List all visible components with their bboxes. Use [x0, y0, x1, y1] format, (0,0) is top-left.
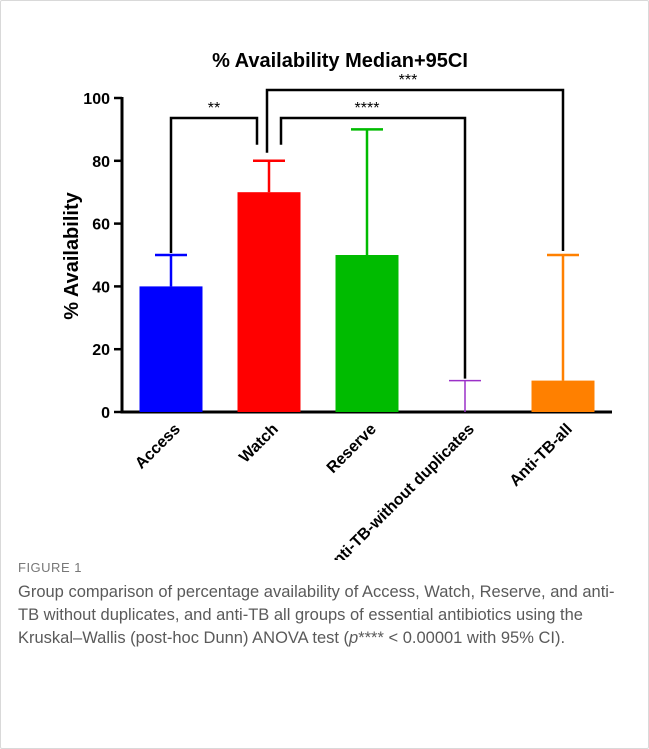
- chart-title: % Availability Median+95CI: [212, 50, 468, 72]
- x-tick-label: Watch: [236, 421, 282, 467]
- y-tick-label: 0: [101, 405, 110, 422]
- bar: [237, 192, 301, 412]
- significance-label: **: [208, 100, 220, 117]
- x-tick-label: Anti-TB-all: [507, 421, 576, 490]
- y-tick-label: 80: [92, 154, 110, 171]
- bar: [335, 255, 399, 412]
- y-axis-label: % Availability: [61, 191, 83, 319]
- y-tick-label: 100: [83, 91, 110, 108]
- y-tick-label: 60: [92, 217, 110, 234]
- y-tick-label: 20: [92, 342, 110, 359]
- significance-label: ***: [399, 72, 418, 89]
- caption-text-after: **** < 0.00001 with 95% CI).: [358, 629, 566, 647]
- bar: [531, 380, 595, 412]
- significance-bracket: [169, 116, 259, 253]
- bar: [139, 286, 203, 412]
- significance-bracket: [279, 116, 467, 379]
- bars: [139, 192, 595, 412]
- x-tick-label: Access: [132, 421, 184, 473]
- figure-caption: FIGURE 1 Group comparison of percentage …: [18, 560, 628, 650]
- significance-bracket: [265, 88, 565, 251]
- x-tick-label: Anti-TB-without duplicates: [322, 421, 478, 560]
- bar-chart: % Availability Median+95CI % Availabilit…: [61, 50, 612, 560]
- caption-text: Group comparison of percentage availabil…: [18, 581, 628, 650]
- significance-brackets: ** *******: [169, 72, 565, 379]
- caption-text-before: Group comparison of percentage availabil…: [18, 583, 615, 647]
- error-bars: [155, 128, 579, 412]
- figure-label: FIGURE 1: [18, 560, 82, 575]
- caption-p-symbol: p: [349, 629, 359, 647]
- x-tick-label: Reserve: [324, 421, 380, 477]
- significance-label: ****: [355, 100, 380, 117]
- y-tick-label: 40: [92, 279, 110, 296]
